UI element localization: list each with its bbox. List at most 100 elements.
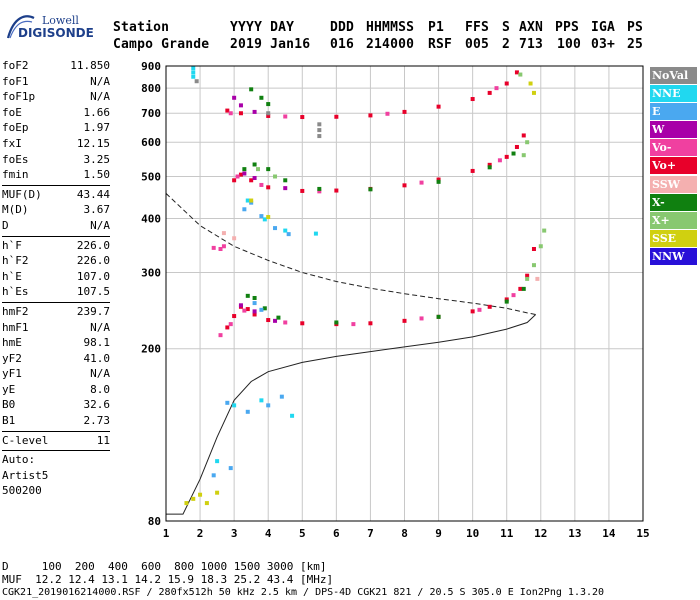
legend-item-vo-plus: Vo+	[650, 157, 697, 175]
param-row-yf2: yF2 41.0	[2, 351, 110, 367]
param-row-d: D N/A	[2, 218, 110, 234]
echo-point	[194, 79, 199, 84]
param-value: 12.15	[76, 136, 110, 150]
echo-point	[531, 90, 536, 95]
param-row-b0: B0 32.6	[2, 397, 110, 413]
echo-point	[290, 413, 295, 418]
echo-traces	[184, 66, 547, 506]
series-sse	[184, 81, 536, 506]
echo-point	[266, 318, 271, 323]
series-nne	[191, 66, 318, 464]
echo-point	[235, 174, 240, 179]
echo-point	[238, 303, 243, 308]
legend-item-x-minus: X-	[650, 193, 697, 211]
echo-point	[497, 158, 502, 163]
echo-point	[259, 214, 264, 219]
series-x-	[242, 87, 526, 325]
param-group-clevel: C-level 11	[2, 433, 110, 449]
echo-point	[511, 151, 516, 156]
echo-point	[184, 501, 189, 506]
echo-point	[521, 153, 526, 158]
echo-point	[218, 246, 223, 251]
param-value: 1.50	[83, 168, 111, 182]
param-value: 107.5	[76, 285, 110, 299]
header-pps-label: PPS	[555, 20, 580, 35]
x-tick-label: 14	[602, 527, 616, 540]
param-row-md: M(D) 3.67	[2, 202, 110, 218]
echo-point	[470, 168, 475, 173]
param-row-ye: yE 8.0	[2, 382, 110, 398]
echo-point	[266, 111, 271, 116]
echo-point	[252, 176, 257, 181]
param-key: B0	[2, 398, 16, 412]
echo-point	[300, 188, 305, 193]
echo-point	[266, 167, 271, 172]
echo-point	[252, 295, 257, 300]
echo-point	[286, 232, 291, 237]
echo-point	[259, 182, 264, 187]
echo-point	[514, 144, 519, 149]
param-key: h`Es	[2, 285, 29, 299]
autoscale-info: Auto: Artist5 500200	[2, 452, 110, 499]
echo-point	[273, 226, 278, 231]
param-key: B1	[2, 414, 16, 428]
param-row-clevel: C-level 11	[2, 433, 110, 449]
header-time-label: HHMMSS	[366, 20, 415, 35]
echo-point	[245, 409, 250, 414]
echo-point	[283, 228, 288, 233]
echo-point	[385, 111, 390, 116]
param-value: 8.0	[90, 382, 110, 396]
echo-point	[487, 165, 492, 170]
echo-point	[317, 134, 322, 139]
param-row-b1: B1 2.73	[2, 413, 110, 429]
echo-point	[191, 74, 196, 79]
echo-point	[436, 104, 441, 109]
param-row-hf: h`F 226.0	[2, 238, 110, 254]
x-tick-label: 15	[636, 527, 649, 540]
echo-point	[317, 128, 322, 133]
echo-point	[245, 293, 250, 298]
y-tick-label: 700	[141, 107, 161, 120]
polarization-legend: NoVal NNE E W Vo- Vo+ SSW X- X+ SSE NNW	[650, 67, 697, 266]
series-noval	[194, 79, 322, 139]
param-value: N/A	[90, 218, 110, 232]
param-key: fxI	[2, 136, 22, 150]
x-tick-label: 8	[401, 527, 408, 540]
param-row-foes: foEs 3.25	[2, 152, 110, 168]
echo-point	[218, 333, 223, 338]
echo-point	[300, 321, 305, 326]
param-key: foF2	[2, 59, 29, 72]
header-time-value: 214000	[366, 37, 415, 52]
header-p1-label: P1	[428, 20, 445, 35]
echo-point	[266, 113, 271, 118]
header-station-label: Station	[113, 20, 170, 35]
echo-point	[266, 403, 271, 408]
param-row-muf: MUF(D) 43.44	[2, 187, 110, 203]
y-tick-label: 900	[141, 60, 161, 73]
param-key: foF1	[2, 74, 29, 88]
footer-file-line: CGK21_2019016214000.RSF / 280fx512h 50 k…	[2, 587, 605, 598]
param-value: 2.73	[83, 414, 111, 428]
x-tick-label: 13	[568, 527, 581, 540]
autoscale-line: Artist5	[2, 468, 49, 482]
autoscale-line: 500200	[2, 484, 42, 498]
x-tick-label: 6	[333, 527, 340, 540]
footer-distance-line: D 100 200 400 600 800 1000 1500 3000 [km…	[2, 560, 327, 573]
echo-point	[351, 322, 356, 327]
echo-point	[191, 496, 196, 501]
param-key: h`F2	[2, 254, 29, 268]
x-tick-label: 7	[367, 527, 374, 540]
header-iga-value: 03+	[591, 37, 616, 52]
muf-dashed-curve	[165, 193, 536, 315]
x-tick-label: 1	[163, 527, 170, 540]
echo-point	[262, 217, 267, 222]
echo-point	[191, 66, 196, 71]
x-tick-label: 3	[231, 527, 238, 540]
legend-item-w: W	[650, 121, 697, 139]
series-w	[232, 95, 288, 323]
echo-point	[232, 314, 237, 319]
echo-point	[538, 244, 543, 249]
echo-point	[542, 228, 547, 233]
param-key: MUF(D)	[2, 187, 42, 201]
header-axn-value: 713	[519, 37, 544, 52]
